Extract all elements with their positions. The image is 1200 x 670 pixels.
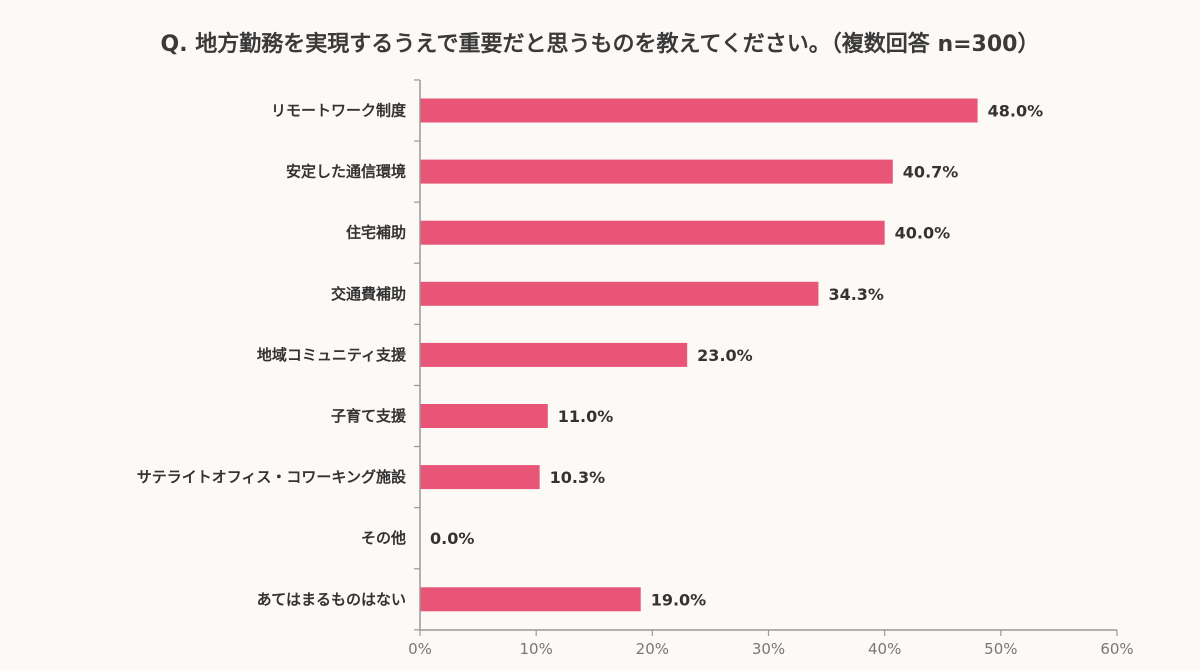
axis-layer [414,79,1118,636]
chart-title: Q. 地方勤務を実現するうえで重要だと思うものを教えてください。（複数回答 n=… [160,32,1040,57]
category-label-5: 子育て支援 [331,407,407,425]
category-label-0: リモートワーク制度 [271,102,407,120]
bar-3 [420,281,819,306]
category-label-6: サテライトオフィス・コワーキング施設 [137,468,407,486]
category-label-8: あてはまるものはない [257,590,406,608]
bar-5 [420,404,548,428]
bar-0 [420,98,978,123]
x-tick-label-5: 50% [984,640,1017,658]
bar-8 [420,587,641,612]
category-label-7: その他 [361,529,406,547]
category-label-4: 地域コミュニティ支援 [257,346,407,364]
bar-1 [420,159,893,184]
x-tick-label-2: 20% [636,640,669,658]
category-label-1: 安定した通信環境 [286,163,406,181]
x-tick-label-4: 40% [868,640,901,658]
labels-layer: リモートワーク制度 48.0% 安定した通信環境 40.7% 住宅補助 40.0% 交通費補… [137,102,1134,659]
value-label-5: 11.0% [558,407,614,426]
value-label-8: 19.0% [651,590,707,609]
bar-2 [420,220,885,245]
bar-6 [420,465,540,490]
value-label-0: 48.0% [988,102,1044,121]
value-label-2: 40.0% [895,224,951,243]
category-label-2: 住宅補助 [346,224,406,242]
x-tick-label-6: 60% [1100,640,1133,658]
x-tick-label-0: 0% [408,640,432,658]
bar-4 [420,342,688,367]
value-label-6: 10.3% [550,468,606,487]
value-label-3: 34.3% [828,285,884,304]
x-tick-label-1: 10% [519,640,552,658]
value-label-7: 0.0% [430,529,474,548]
bars-layer [420,98,978,612]
value-label-1: 40.7% [903,163,959,182]
value-label-4: 23.0% [697,346,753,365]
x-tick-label-3: 30% [752,640,785,658]
category-label-3: 交通費補助 [331,285,406,303]
